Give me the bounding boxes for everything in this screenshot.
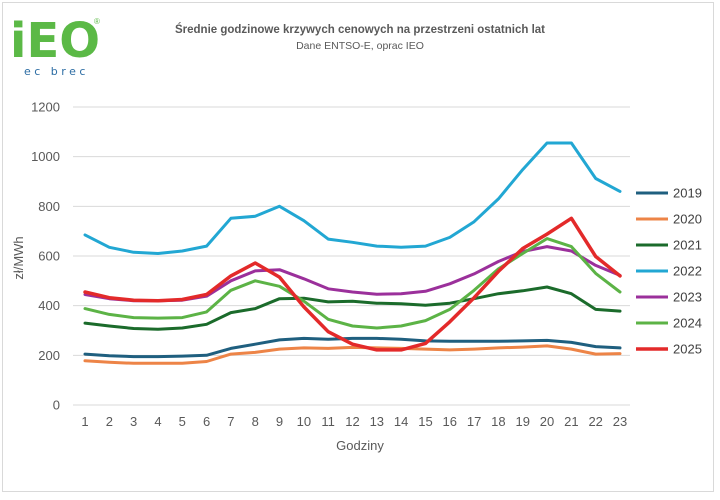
x-tick-label: 23 (613, 414, 627, 429)
y-tick-label: 1000 (31, 149, 60, 164)
y-tick-label: 600 (38, 249, 60, 264)
series-line-2020 (83, 344, 622, 365)
y-tick-label: 400 (38, 298, 60, 313)
y-tick-label: 1200 (31, 100, 60, 115)
series-line-2025 (83, 216, 622, 352)
x-tick-label: 19 (515, 414, 529, 429)
x-tick-label: 17 (467, 414, 481, 429)
x-tick-label: 21 (564, 414, 578, 429)
ieo-logo: iEO ® ec brec (10, 13, 100, 78)
logo-subtext: ec brec (24, 65, 89, 78)
x-tick-label: 14 (394, 414, 408, 429)
x-axis-title: Godziny (336, 438, 384, 453)
chart-title: Średnie godzinowe krzywych cenowych na p… (175, 23, 545, 36)
series-lines (83, 141, 622, 365)
legend: 2019 2020 2021 2022 2023 2024 2025 (636, 186, 702, 357)
x-tick-label: 6 (203, 414, 210, 429)
y-axis-ticks: 0 200 400 600 800 1000 1200 (31, 100, 60, 413)
x-tick-label: 20 (540, 414, 554, 429)
legend-label-2024: 2024 (673, 316, 702, 331)
series-line-2024 (83, 237, 622, 330)
x-tick-label: 22 (588, 414, 602, 429)
x-tick-label: 5 (179, 414, 186, 429)
legend-label-2025: 2025 (673, 342, 702, 357)
y-tick-label: 200 (38, 348, 60, 363)
logo-registered-mark: ® (94, 17, 100, 26)
legend-label-2022: 2022 (673, 264, 702, 279)
x-tick-label: 3 (130, 414, 137, 429)
series-line-2021 (83, 285, 622, 331)
x-tick-label: 9 (276, 414, 283, 429)
x-tick-label: 16 (443, 414, 457, 429)
x-tick-label: 8 (252, 414, 259, 429)
legend-label-2023: 2023 (673, 290, 702, 305)
x-axis-ticks: 1 2 3 4 5 6 7 8 9 10 11 12 13 14 15 16 17 18 19 20 21 22 23 (81, 414, 627, 429)
x-tick-label: 4 (154, 414, 161, 429)
x-tick-label: 12 (345, 414, 359, 429)
gridlines (73, 106, 630, 356)
x-tick-label: 10 (297, 414, 311, 429)
series-line-2022 (83, 141, 622, 255)
x-tick-label: 13 (370, 414, 384, 429)
x-tick-label: 15 (418, 414, 432, 429)
x-tick-label: 11 (321, 414, 335, 429)
x-tick-label: 2 (106, 414, 113, 429)
legend-label-2020: 2020 (673, 212, 702, 227)
y-axis-title: zł/MWh (11, 236, 26, 279)
series-line-2023 (83, 245, 622, 303)
x-tick-label: 7 (227, 414, 234, 429)
x-tick-label: 1 (81, 414, 88, 429)
chart-subtitle: Dane ENTSO-E, oprac IEO (296, 40, 424, 52)
y-tick-label: 0 (53, 398, 60, 413)
x-tick-label: 18 (491, 414, 505, 429)
logo-text: iEO (10, 13, 100, 69)
legend-label-2019: 2019 (673, 186, 702, 201)
y-tick-label: 800 (38, 199, 60, 214)
legend-label-2021: 2021 (673, 238, 702, 253)
chart-frame (2, 2, 714, 492)
series-line-2019 (83, 336, 622, 359)
